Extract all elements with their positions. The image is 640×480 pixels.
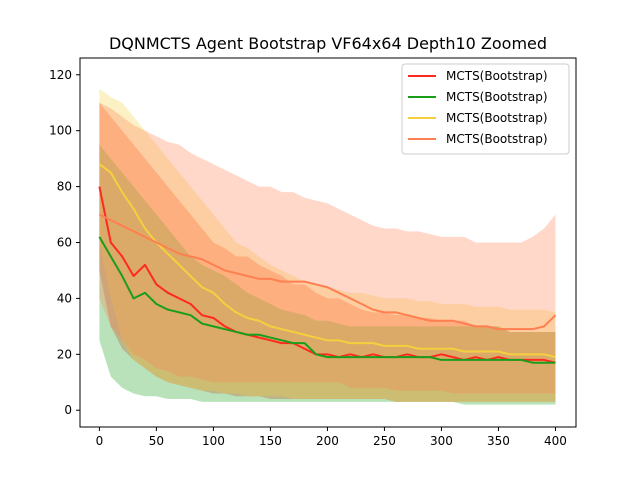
- plot-area: [98, 88, 557, 405]
- series-3-band: [99, 88, 556, 402]
- series-4-line: [98, 213, 557, 331]
- x-tick-label: 150: [259, 434, 282, 448]
- series-3-line: [98, 163, 556, 359]
- x-tick-label: 50: [149, 434, 164, 448]
- y-tick-label: 80: [57, 180, 72, 194]
- series-2-band: [99, 144, 556, 405]
- y-tick-label: 40: [57, 291, 72, 305]
- y-tick-label: 60: [57, 236, 72, 250]
- x-tick-label: 0: [96, 434, 104, 448]
- series-2-line: [98, 236, 556, 364]
- x-tick-label: 400: [544, 434, 567, 448]
- legend-label: MCTS(Bootstrap): [446, 132, 548, 146]
- y-tick-label: 0: [64, 403, 72, 417]
- chart-title: DQNMCTS Agent Bootstrap VF64x64 Depth10 …: [109, 34, 547, 53]
- axes: 0 50 100 150 200 250 300 350 400 0 20 40 60 80 100 120: [49, 57, 577, 448]
- x-tick-label: 350: [487, 434, 510, 448]
- legend: MCTS(Bootstrap) MCTS(Bootstrap) MCTS(Boots…: [401, 63, 570, 155]
- x-tick-label: 100: [202, 434, 225, 448]
- x-tick-label: 250: [373, 434, 396, 448]
- y-tick-label: 20: [57, 347, 72, 361]
- x-tick-label: 200: [316, 434, 339, 448]
- legend-label: MCTS(Bootstrap): [446, 90, 548, 104]
- y-tick-label: 120: [49, 68, 72, 82]
- legend-label: MCTS(Bootstrap): [446, 111, 548, 125]
- legend-box: [401, 63, 570, 155]
- legend-label: MCTS(Bootstrap): [446, 69, 548, 83]
- x-tick-label: 300: [430, 434, 453, 448]
- y-tick-label: 100: [49, 124, 72, 138]
- series-1-line: [98, 186, 556, 364]
